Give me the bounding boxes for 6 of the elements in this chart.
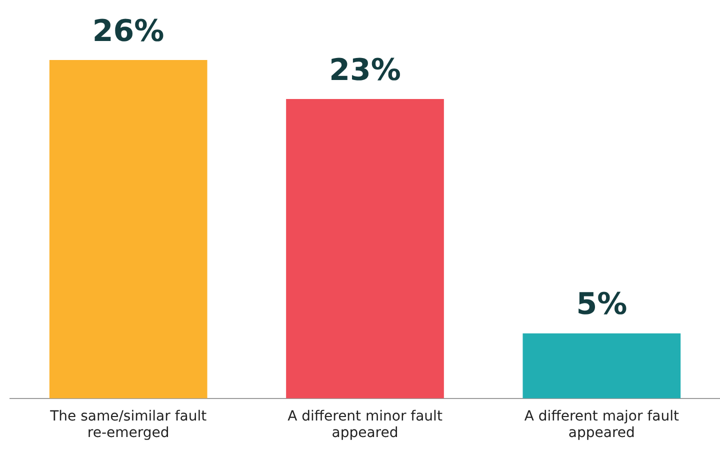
data-label: 23% [329, 52, 401, 88]
data-label: 26% [92, 14, 164, 49]
data-label: 5% [576, 287, 628, 322]
x-tick-label: A different major fault appeared [524, 408, 680, 442]
x-tick-label: The same/similar fault re-emerged [49, 408, 208, 442]
x-tick-label: A different minor fault appeared [288, 408, 443, 442]
